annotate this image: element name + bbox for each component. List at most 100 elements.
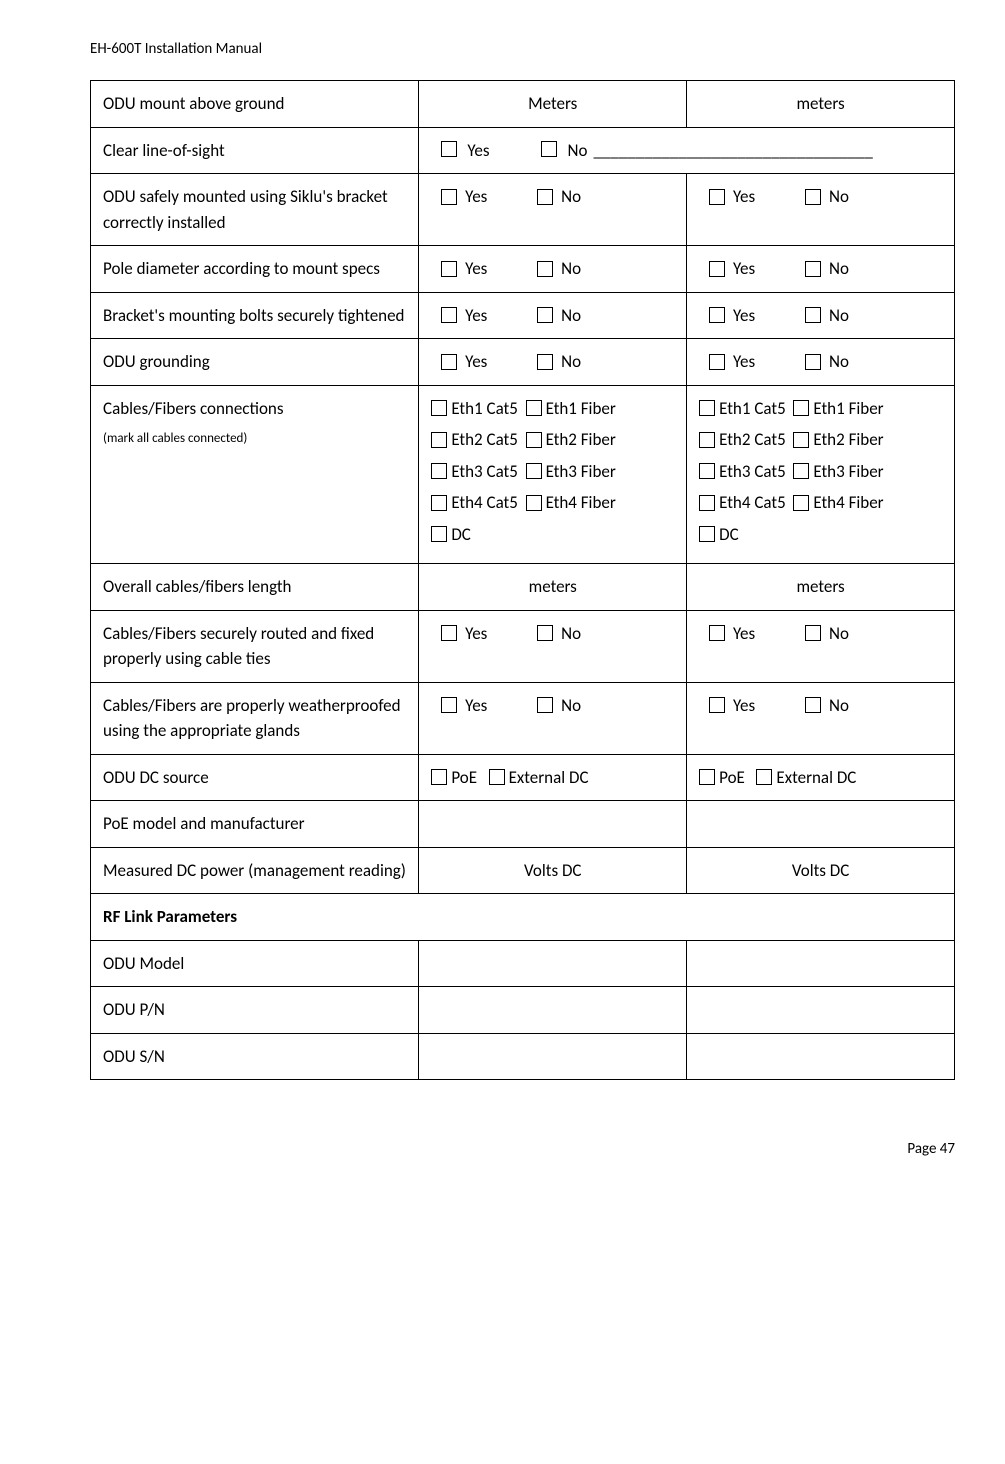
checkbox-eth2-fiber[interactable] xyxy=(793,432,809,448)
opt-label: Eth4 Fiber xyxy=(546,492,616,513)
cell: Yes No xyxy=(419,246,687,293)
cell: Volts DC xyxy=(419,847,687,894)
checkbox-no[interactable] xyxy=(805,189,821,205)
opt-label: Eth3 Cat5 xyxy=(451,461,518,482)
checkbox-eth1-fiber[interactable] xyxy=(526,400,542,416)
yes-label: Yes xyxy=(465,623,487,644)
checkbox-eth2-fiber[interactable] xyxy=(526,432,542,448)
checkbox-no[interactable] xyxy=(537,625,553,641)
table-row: ODU grounding Yes No Yes No xyxy=(91,339,955,386)
checkbox-no[interactable] xyxy=(805,307,821,323)
section-header: RF Link Parameters xyxy=(91,894,955,941)
table-row: Bracket's mounting bolts securely tighte… xyxy=(91,292,955,339)
checkbox-eth4-fiber[interactable] xyxy=(526,495,542,511)
cell xyxy=(687,1033,955,1080)
no-label: No xyxy=(561,186,581,207)
table-row: ODU safely mounted using Siklu's bracket… xyxy=(91,174,955,246)
checkbox-yes[interactable] xyxy=(441,261,457,277)
table-row: ODU DC source PoE External DC PoE Extern… xyxy=(91,754,955,801)
no-label: No xyxy=(561,258,581,279)
checkbox-eth3-fiber[interactable] xyxy=(526,463,542,479)
checkbox-eth1-cat5[interactable] xyxy=(431,400,447,416)
checkbox-no[interactable] xyxy=(805,697,821,713)
cell: Yes No xyxy=(687,339,955,386)
checkbox-no[interactable] xyxy=(805,261,821,277)
checkbox-external-dc[interactable] xyxy=(489,769,505,785)
table-row: Cables/Fibers connections (mark all cabl… xyxy=(91,385,955,564)
checkbox-poe[interactable] xyxy=(431,769,447,785)
yes-label: Yes xyxy=(465,695,487,716)
cell: Yes No xyxy=(687,246,955,293)
yes-label: Yes xyxy=(733,186,755,207)
checkbox-yes[interactable] xyxy=(441,354,457,370)
yes-label: Yes xyxy=(465,186,487,207)
checkbox-eth4-fiber[interactable] xyxy=(793,495,809,511)
checkbox-eth4-cat5[interactable] xyxy=(431,495,447,511)
checkbox-eth1-fiber[interactable] xyxy=(793,400,809,416)
checkbox-yes[interactable] xyxy=(709,625,725,641)
row-label: ODU grounding xyxy=(91,339,419,386)
row-label: ODU DC source xyxy=(91,754,419,801)
table-row: Cables/Fibers securely routed and fixed … xyxy=(91,610,955,682)
opt-label: Eth2 Fiber xyxy=(813,429,883,450)
checkbox-yes[interactable] xyxy=(709,307,725,323)
checkbox-yes[interactable] xyxy=(441,307,457,323)
checkbox-eth3-cat5[interactable] xyxy=(699,463,715,479)
cell xyxy=(419,987,687,1034)
cell: PoE External DC xyxy=(419,754,687,801)
checkbox-no[interactable] xyxy=(537,307,553,323)
opt-label: Eth2 Cat5 xyxy=(451,429,518,450)
cell: Yes No xyxy=(419,339,687,386)
checkbox-no[interactable] xyxy=(537,261,553,277)
checkbox-eth2-cat5[interactable] xyxy=(699,432,715,448)
checkbox-yes[interactable] xyxy=(441,189,457,205)
checkbox-dc[interactable] xyxy=(431,526,447,542)
no-label: No xyxy=(829,186,849,207)
cell xyxy=(687,940,955,987)
checkbox-eth3-fiber[interactable] xyxy=(793,463,809,479)
checkbox-yes[interactable] xyxy=(709,354,725,370)
checkbox-no[interactable] xyxy=(537,354,553,370)
checkbox-yes[interactable] xyxy=(441,625,457,641)
no-label: No xyxy=(561,695,581,716)
row-label: ODU Model xyxy=(91,940,419,987)
checkbox-no[interactable] xyxy=(541,141,557,157)
row-label: Pole diameter according to mount specs xyxy=(91,246,419,293)
table-row: RF Link Parameters xyxy=(91,894,955,941)
checkbox-yes[interactable] xyxy=(709,189,725,205)
cell: meters xyxy=(687,564,955,611)
opt-label: Eth4 Cat5 xyxy=(719,492,786,513)
opt-label: DC xyxy=(451,524,471,545)
cell: Yes No _________________________________ xyxy=(419,127,955,174)
checkbox-no[interactable] xyxy=(537,189,553,205)
row-label: Bracket's mounting bolts securely tighte… xyxy=(91,292,419,339)
extdc-label: External DC xyxy=(776,767,856,788)
checkbox-yes[interactable] xyxy=(709,261,725,277)
no-label: No xyxy=(829,258,849,279)
checkbox-no[interactable] xyxy=(805,625,821,641)
checkbox-no[interactable] xyxy=(805,354,821,370)
checkbox-yes[interactable] xyxy=(441,697,457,713)
checkbox-eth2-cat5[interactable] xyxy=(431,432,447,448)
no-label: No xyxy=(561,623,581,644)
row-label: Cables/Fibers securely routed and fixed … xyxy=(91,610,419,682)
cell: Yes No xyxy=(687,292,955,339)
table-row: Measured DC power (management reading) V… xyxy=(91,847,955,894)
checkbox-poe[interactable] xyxy=(699,769,715,785)
checkbox-yes[interactable] xyxy=(441,141,457,157)
checkbox-eth3-cat5[interactable] xyxy=(431,463,447,479)
row-label: Cables/Fibers are properly weatherproofe… xyxy=(91,682,419,754)
yes-label: Yes xyxy=(733,623,755,644)
no-label: No xyxy=(829,695,849,716)
opt-label: Eth3 Fiber xyxy=(813,461,883,482)
cables-sublabel: (mark all cables connected) xyxy=(103,429,406,449)
blank-line: _________________________________ xyxy=(593,138,872,164)
checkbox-no[interactable] xyxy=(537,697,553,713)
checkbox-external-dc[interactable] xyxy=(756,769,772,785)
checkbox-eth4-cat5[interactable] xyxy=(699,495,715,511)
row-label: ODU S/N xyxy=(91,1033,419,1080)
checkbox-eth1-cat5[interactable] xyxy=(699,400,715,416)
checkbox-dc[interactable] xyxy=(699,526,715,542)
checkbox-yes[interactable] xyxy=(709,697,725,713)
cell: Volts DC xyxy=(687,847,955,894)
